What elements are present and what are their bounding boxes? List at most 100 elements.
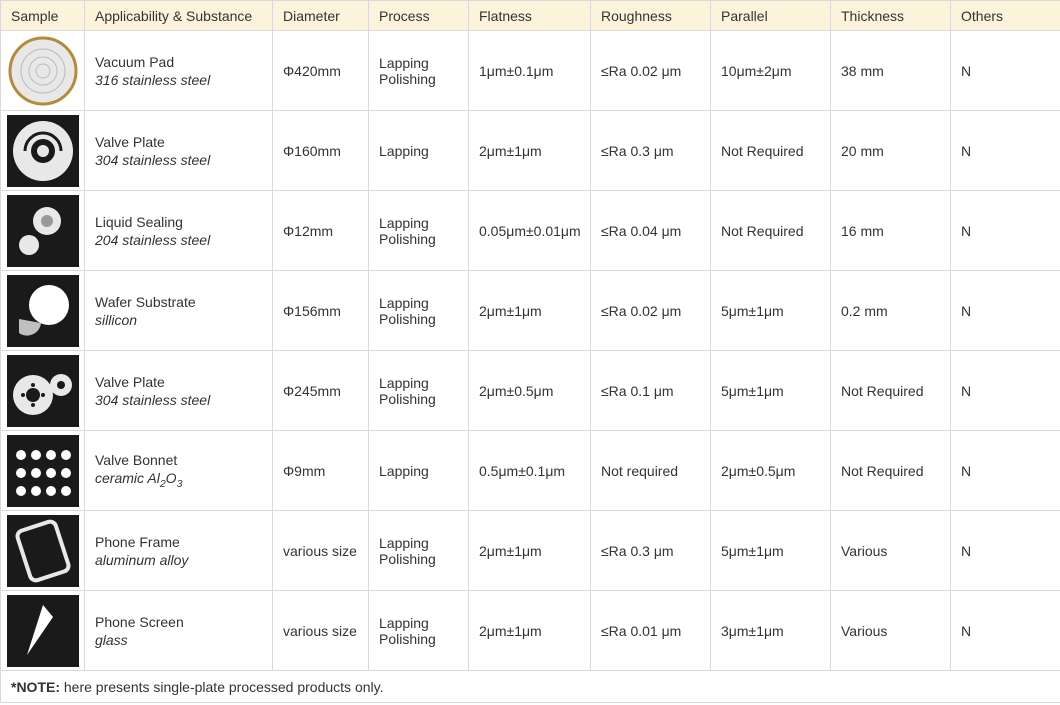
thickness-cell: Various (831, 591, 951, 671)
roughness-cell: ≤Ra 0.04 μm (591, 191, 711, 271)
col-sample: Sample (1, 1, 85, 31)
flatness-cell: 2μm±1μm (469, 511, 591, 591)
diameter-cell: various size (273, 591, 369, 671)
valve-bonnet-icon (7, 435, 79, 507)
col-thickness: Thickness (831, 1, 951, 31)
diameter-cell: Φ245mm (273, 351, 369, 431)
valve-plate-160-icon (7, 115, 79, 187)
process-line: Polishing (379, 231, 458, 247)
process-line: Polishing (379, 71, 458, 87)
col-others: Others (951, 1, 1060, 31)
others-cell: N (951, 271, 1060, 351)
note-text: here presents single-plate processed pro… (60, 679, 383, 695)
product-material: glass (95, 632, 262, 648)
table-row: Phone Framealuminum alloyvarious sizeLap… (1, 511, 1060, 591)
col-parallel: Parallel (711, 1, 831, 31)
diameter-cell: Φ156mm (273, 271, 369, 351)
roughness-cell: ≤Ra 0.3 μm (591, 111, 711, 191)
roughness-cell: ≤Ra 0.02 μm (591, 31, 711, 111)
diameter-cell: Φ160mm (273, 111, 369, 191)
table-row: Wafer SubstratesilliconΦ156mmLappingPoli… (1, 271, 1060, 351)
flatness-cell: 0.05μm±0.01μm (469, 191, 591, 271)
sample-cell (1, 431, 85, 511)
process-line: Lapping (379, 215, 458, 231)
process-cell: Lapping (369, 111, 469, 191)
parallel-cell: 5μm±1μm (711, 271, 831, 351)
appsub-cell: Valve Bonnetceramic Al2O3 (85, 431, 273, 511)
thickness-cell: 0.2 mm (831, 271, 951, 351)
table-row: Valve Plate 304 stainless steel Φ245mmLapp… (1, 351, 1060, 431)
process-line: Lapping (379, 55, 458, 71)
process-cell: LappingPolishing (369, 351, 469, 431)
product-material: 316 stainless steel (95, 72, 262, 88)
flatness-cell: 2μm±1μm (469, 591, 591, 671)
sample-cell (1, 31, 85, 111)
process-cell: LappingPolishing (369, 271, 469, 351)
product-material: 304 stainless steel (95, 392, 262, 408)
diameter-cell: Φ9mm (273, 431, 369, 511)
phone-screen-icon (7, 595, 79, 667)
process-cell: LappingPolishing (369, 591, 469, 671)
spec-table: Sample Applicability & Substance Diamete… (0, 0, 1060, 703)
process-line: Lapping (379, 615, 458, 631)
table-row: Liquid Sealing204 stainless steelΦ12mm La… (1, 191, 1060, 271)
col-diameter: Diameter (273, 1, 369, 31)
parallel-cell: 10μm±2μm (711, 31, 831, 111)
flatness-cell: 0.5μm±0.1μm (469, 431, 591, 511)
process-line: Polishing (379, 311, 458, 327)
others-cell: N (951, 511, 1060, 591)
sample-cell (1, 111, 85, 191)
product-name: Phone Screen (95, 614, 262, 630)
thickness-cell: 38 mm (831, 31, 951, 111)
wafer-substrate-icon (7, 275, 79, 347)
sample-cell (1, 191, 85, 271)
table-row: Vacuum Pad 316 stainless steel Φ420mm Lappi… (1, 31, 1060, 111)
others-cell: N (951, 111, 1060, 191)
roughness-cell: ≤Ra 0.3 μm (591, 511, 711, 591)
col-flatness: Flatness (469, 1, 591, 31)
product-material: 304 stainless steel (95, 152, 262, 168)
thickness-cell: 20 mm (831, 111, 951, 191)
parallel-cell: 2μm±0.5μm (711, 431, 831, 511)
parallel-cell: Not Required (711, 191, 831, 271)
flatness-cell: 1μm±0.1μm (469, 31, 591, 111)
others-cell: N (951, 31, 1060, 111)
parallel-cell: 5μm±1μm (711, 511, 831, 591)
product-name: Valve Plate (95, 374, 262, 390)
roughness-cell: ≤Ra 0.01 μm (591, 591, 711, 671)
product-name: Wafer Substrate (95, 294, 262, 310)
others-cell: N (951, 351, 1060, 431)
sample-cell (1, 591, 85, 671)
vacuum-pad-icon (7, 35, 79, 107)
process-line: Lapping (379, 535, 458, 551)
table-body: Vacuum Pad316 stainless steelΦ420mmLappi… (1, 31, 1060, 671)
thickness-cell: Various (831, 511, 951, 591)
appsub-cell: Valve Plate 304 stainless steel (85, 351, 273, 431)
appsub-cell: Valve Plate304 stainless steel (85, 111, 273, 191)
table-row: Valve Bonnetceramic Al2O3Φ9mmLapping0.5μ… (1, 431, 1060, 511)
valve-plate-245-icon (7, 355, 79, 427)
sample-cell (1, 511, 85, 591)
process-line: Polishing (379, 391, 458, 407)
sample-cell (1, 351, 85, 431)
others-cell: N (951, 191, 1060, 271)
process-cell: LappingPolishing (369, 511, 469, 591)
diameter-cell: Φ12mm (273, 191, 369, 271)
product-material: aluminum alloy (95, 552, 262, 568)
others-cell: N (951, 591, 1060, 671)
thickness-cell: 16 mm (831, 191, 951, 271)
flatness-cell: 2μm±1μm (469, 111, 591, 191)
diameter-cell: Φ420mm (273, 31, 369, 111)
product-name: Vacuum Pad (95, 54, 262, 70)
phone-frame-icon (7, 515, 79, 587)
roughness-cell: ≤Ra 0.1 μm (591, 351, 711, 431)
process-line: Lapping (379, 295, 458, 311)
roughness-cell: Not required (591, 431, 711, 511)
process-cell: Lapping (369, 431, 469, 511)
others-cell: N (951, 431, 1060, 511)
product-material: sillicon (95, 312, 262, 328)
product-material: 204 stainless steel (95, 232, 262, 248)
note-row: *NOTE: here presents single-plate proces… (1, 671, 1060, 703)
flatness-cell: 2μm±0.5μm (469, 351, 591, 431)
appsub-cell: Liquid Sealing204 stainless steel (85, 191, 273, 271)
